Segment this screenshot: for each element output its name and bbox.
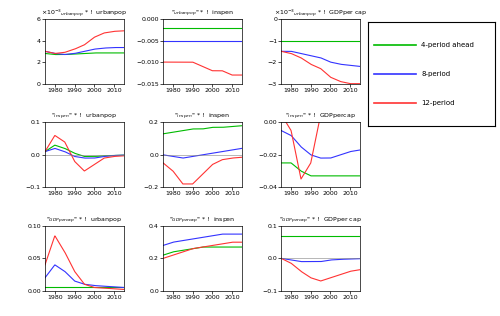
Title: "$_{GDPpercap}$" * !  GDPper cap: "$_{GDPpercap}$" * ! GDPper cap xyxy=(279,216,362,226)
Title: "$_{inspen}$" * !  urbanpop: "$_{inspen}$" * ! urbanpop xyxy=(52,112,118,123)
Text: 12-period: 12-period xyxy=(421,100,454,106)
Title: "$_{GDPpercap}$" * !  inspen: "$_{GDPpercap}$" * ! inspen xyxy=(170,216,235,226)
Title: $\times\mathregular{10}^{-3}$$_{urbanpop}$ * !  urbanpop: $\times\mathregular{10}^{-3}$$_{urbanpop… xyxy=(41,8,128,19)
Title: $\times\mathregular{10}^{-3}$$_{urbanpop}$ * !  GDPper cap: $\times\mathregular{10}^{-3}$$_{urbanpop… xyxy=(274,8,368,19)
Text: 8-period: 8-period xyxy=(421,71,450,77)
Text: 4-period ahead: 4-period ahead xyxy=(421,42,474,48)
Title: "$_{urbanpop}$" * !  inspen: "$_{urbanpop}$" * ! inspen xyxy=(171,9,234,19)
Title: "$_{inspen}$" * !  GDPpercap: "$_{inspen}$" * ! GDPpercap xyxy=(285,112,356,123)
Title: "$_{GDPpercap}$" * !  urbanpop: "$_{GDPpercap}$" * ! urbanpop xyxy=(46,216,122,226)
Title: "$_{inspen}$" * !  inspen: "$_{inspen}$" * ! inspen xyxy=(174,112,231,123)
